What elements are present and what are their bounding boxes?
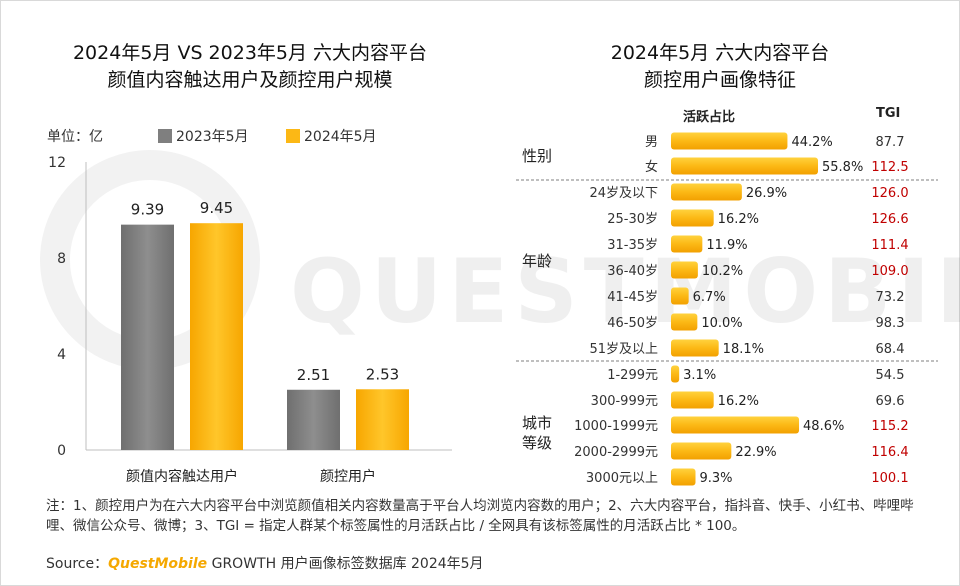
bar-0-0 [121, 224, 174, 450]
hbar-value-label-2-4: 9.3% [700, 471, 733, 486]
legend-swatch-2024 [286, 129, 300, 143]
legend-swatch-2023 [158, 129, 172, 143]
row-label-0-0: 男 [645, 135, 658, 150]
tgi-value-2-3: 116.4 [871, 445, 908, 460]
tgi-value-2-0: 54.5 [876, 368, 905, 383]
y-tick-label-1: 4 [57, 347, 66, 363]
right-chart-title: 2024年5月 六大内容平台 颜控用户画像特征 [500, 40, 940, 94]
legend-item-2024: 2024年5月 [286, 126, 377, 146]
row-label-1-0: 24岁及以下 [589, 186, 658, 201]
group-label-1: 年龄 [522, 252, 552, 270]
hbar-value-label-1-6: 18.1% [723, 342, 764, 357]
left-chart-unit: 单位：亿 [47, 129, 103, 145]
tgi-value-2-4: 100.1 [871, 471, 908, 486]
right-chart-title-line2: 颜控用户画像特征 [643, 69, 796, 91]
col-header-tgi: TGI [876, 106, 901, 121]
x-tick-label-1: 颜控用户 [320, 468, 376, 485]
source-prefix: Source： [46, 556, 109, 572]
hbar-value-label-2-3: 22.9% [735, 445, 776, 460]
row-label-1-2: 31-35岁 [607, 238, 658, 253]
bar-value-label-1-1: 2.53 [366, 365, 399, 383]
hbar-0-0 [671, 132, 788, 150]
left-chart-title-line2: 颜值内容触达用户及颜控用户规模 [107, 69, 393, 91]
hbar-value-label-2-0: 3.1% [683, 368, 716, 383]
tgi-value-2-2: 115.2 [871, 419, 908, 434]
y-tick-label-2: 8 [57, 251, 66, 267]
legend-label-2024: 2024年5月 [304, 129, 377, 145]
group-label-2-0: 城市 [522, 414, 552, 432]
hbar-value-label-0-0: 44.2% [791, 135, 832, 150]
source-brand: QuestMobile [108, 556, 208, 572]
group-label-2-1: 等级 [522, 434, 552, 452]
hbar-value-label-1-5: 10.0% [701, 316, 742, 331]
legend-item-2023: 2023年5月 [158, 126, 249, 146]
row-label-2-3: 2000-2999元 [574, 445, 658, 460]
row-label-1-6: 51岁及以上 [589, 342, 658, 357]
hbar-0-1 [671, 157, 818, 175]
bar-0-1 [190, 223, 243, 450]
row-label-0-1: 女 [645, 159, 658, 175]
row-label-2-1: 300-999元 [591, 394, 658, 409]
row-label-2-0: 1-299元 [607, 368, 658, 383]
x-tick-label-0: 颜值内容触达用户 [126, 468, 238, 485]
tgi-value-1-2: 111.4 [871, 238, 908, 253]
group-label-0: 性别 [522, 147, 552, 165]
hbar-1-2 [671, 235, 703, 253]
tgi-value-0-0: 87.7 [876, 135, 905, 150]
tgi-value-0-1: 112.5 [871, 160, 908, 175]
tgi-value-1-0: 126.0 [871, 186, 908, 201]
right-chart-title-line1: 2024年5月 六大内容平台 [610, 42, 830, 64]
col-header-active: 活跃占比 [683, 110, 736, 125]
hbar-2-3 [671, 442, 732, 460]
tgi-value-2-1: 69.6 [876, 394, 905, 409]
hbar-value-label-2-2: 48.6% [803, 419, 844, 434]
hbar-value-label-1-1: 16.2% [718, 212, 759, 227]
left-chart-title-line1: 2024年5月 VS 2023年5月 六大内容平台 [72, 42, 428, 64]
hbar-2-4 [671, 468, 696, 486]
tgi-value-1-1: 126.6 [871, 212, 908, 227]
hbar-1-0 [671, 183, 742, 201]
row-label-2-2: 1000-1999元 [574, 419, 658, 434]
tgi-value-1-6: 68.4 [876, 342, 905, 357]
hbar-2-0 [671, 365, 680, 383]
source-line: Source：QuestMobile GROWTH 用户画像标签数据库 2024… [46, 553, 484, 573]
hbar-2-2 [671, 416, 800, 434]
source-suffix: GROWTH 用户画像标签数据库 2024年5月 [207, 556, 484, 572]
legend-label-2023: 2023年5月 [176, 129, 249, 145]
hbar-value-label-0-1: 55.8% [822, 160, 863, 175]
row-label-1-4: 41-45岁 [607, 290, 658, 305]
hbar-1-3 [671, 261, 698, 279]
tgi-value-1-5: 98.3 [876, 316, 905, 331]
y-tick-label-3: 12 [48, 155, 66, 171]
hbar-1-6 [671, 339, 719, 357]
bar-1-0 [287, 389, 340, 450]
hbar-1-1 [671, 209, 714, 227]
bar-1-1 [356, 389, 409, 450]
hbar-1-4 [671, 287, 689, 305]
row-label-1-5: 46-50岁 [607, 316, 658, 331]
hbar-value-label-1-4: 6.7% [693, 290, 726, 305]
tgi-value-1-4: 73.2 [876, 290, 905, 305]
hbar-value-label-1-2: 11.9% [706, 238, 747, 253]
bar-value-label-1-0: 2.51 [297, 366, 330, 384]
tgi-value-1-3: 109.0 [871, 264, 908, 279]
footnote: 注：1、颜控用户为在六大内容平台中浏览颜值相关内容数量高于平台人均浏览内容数的用… [46, 498, 914, 534]
bar-value-label-0-0: 9.39 [131, 201, 164, 219]
hbar-2-1 [671, 391, 714, 409]
hbar-1-5 [671, 313, 698, 331]
row-label-2-4: 3000元以上 [586, 471, 658, 486]
left-chart-title: 2024年5月 VS 2023年5月 六大内容平台 颜值内容触达用户及颜控用户规… [20, 40, 480, 94]
hbar-value-label-2-1: 16.2% [718, 394, 759, 409]
hbar-value-label-1-3: 10.2% [702, 264, 743, 279]
hbar-value-label-1-0: 26.9% [746, 186, 787, 201]
bar-value-label-0-1: 9.45 [200, 199, 233, 217]
y-tick-label-0: 0 [57, 443, 66, 459]
row-label-1-1: 25-30岁 [607, 212, 658, 227]
row-label-1-3: 36-40岁 [607, 264, 658, 279]
